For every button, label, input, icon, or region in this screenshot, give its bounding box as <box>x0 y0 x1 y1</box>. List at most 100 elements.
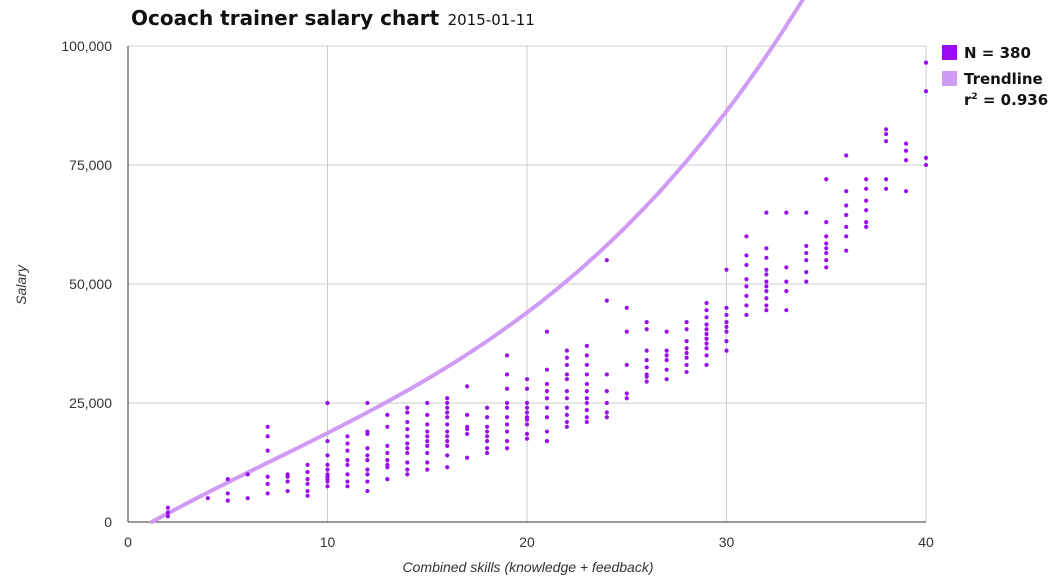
legend-r2-prefix: r <box>964 91 972 109</box>
data-point <box>624 329 629 334</box>
data-point <box>165 510 170 515</box>
data-point <box>684 346 689 351</box>
data-point <box>824 250 829 256</box>
data-point <box>544 429 550 434</box>
x-tick-label: 20 <box>519 534 535 550</box>
data-point <box>485 450 490 456</box>
data-point <box>285 479 290 484</box>
data-point <box>864 224 869 229</box>
data-point <box>524 436 530 441</box>
data-point <box>524 386 530 391</box>
data-point <box>864 177 869 182</box>
data-point <box>644 365 649 370</box>
data-point <box>425 422 430 427</box>
trendline <box>149 0 805 524</box>
data-point <box>385 424 390 429</box>
data-point <box>704 322 709 327</box>
legend-item-trendline[interactable]: Trendline r2 = 0.936 <box>942 70 1048 109</box>
data-point <box>425 400 430 406</box>
data-point <box>764 308 769 313</box>
data-point <box>564 377 570 382</box>
data-point <box>804 279 809 284</box>
y-tick-label: 75,000 <box>69 157 112 173</box>
data-point <box>584 400 589 406</box>
data-point <box>564 396 570 401</box>
data-point <box>445 415 450 420</box>
data-point <box>923 89 929 94</box>
data-point <box>245 496 250 501</box>
data-point <box>704 327 709 332</box>
data-point <box>405 434 410 439</box>
data-point <box>744 253 749 258</box>
data-point <box>604 298 609 303</box>
data-point <box>165 514 170 519</box>
data-point <box>365 458 370 463</box>
data-point <box>405 405 410 410</box>
legend-r2-sup: 2 <box>971 92 978 102</box>
data-point <box>305 488 310 494</box>
data-point <box>764 255 769 260</box>
data-point <box>884 131 889 137</box>
chart-title: Ocoach trainer salary chart <box>131 6 440 30</box>
data-point <box>604 415 609 420</box>
data-point <box>644 372 649 377</box>
data-point <box>744 262 749 268</box>
data-point <box>524 431 530 437</box>
data-point <box>425 467 430 472</box>
data-point <box>624 396 629 401</box>
data-point <box>345 448 350 453</box>
data-point <box>664 367 669 372</box>
data-point <box>425 434 430 439</box>
data-point <box>704 336 709 341</box>
data-point <box>225 491 230 496</box>
data-point <box>564 412 570 417</box>
data-point <box>824 246 829 251</box>
legend-label-trendline-block: Trendline r2 = 0.936 <box>964 70 1048 109</box>
legend-r2: r2 = 0.936 <box>964 88 1048 109</box>
data-point <box>744 293 749 298</box>
data-point <box>504 386 510 391</box>
data-point <box>265 491 270 496</box>
data-point <box>365 453 370 458</box>
data-point <box>704 362 709 368</box>
data-point <box>465 424 470 429</box>
data-point <box>844 189 849 194</box>
y-tick-label: 50,000 <box>69 276 112 292</box>
legend-item-points[interactable]: N = 380 <box>942 44 1048 62</box>
data-point <box>804 243 809 249</box>
data-point <box>544 381 550 387</box>
data-point <box>385 412 390 417</box>
data-point <box>724 348 729 353</box>
data-point <box>744 234 749 239</box>
data-point <box>644 348 649 353</box>
data-point <box>784 279 789 284</box>
data-point <box>485 438 490 444</box>
data-point <box>804 258 809 263</box>
data-point <box>485 446 490 451</box>
chart-title-block: Ocoach trainer salary chart 2015-01-11 <box>131 6 535 30</box>
data-point <box>405 472 410 477</box>
data-point <box>485 405 490 410</box>
data-point <box>405 419 410 425</box>
data-point <box>564 389 570 394</box>
data-point <box>704 315 709 320</box>
data-point <box>485 429 490 434</box>
data-point <box>744 277 749 282</box>
data-point <box>504 415 510 420</box>
tick-labels: 0 10 20 30 40 0 25,000 50,000 75,000 100,000 <box>61 38 934 550</box>
data-point <box>445 405 450 410</box>
data-point <box>524 410 530 415</box>
data-point <box>584 415 589 420</box>
data-point <box>345 484 350 489</box>
y-tick-label: 25,000 <box>69 395 112 411</box>
data-point <box>405 441 410 446</box>
data-point <box>564 348 570 353</box>
data-point <box>544 415 550 420</box>
data-point <box>764 289 769 294</box>
data-point <box>445 438 450 444</box>
data-point <box>385 443 390 448</box>
data-point <box>704 353 709 358</box>
data-point <box>544 396 550 401</box>
data-point <box>584 419 589 425</box>
